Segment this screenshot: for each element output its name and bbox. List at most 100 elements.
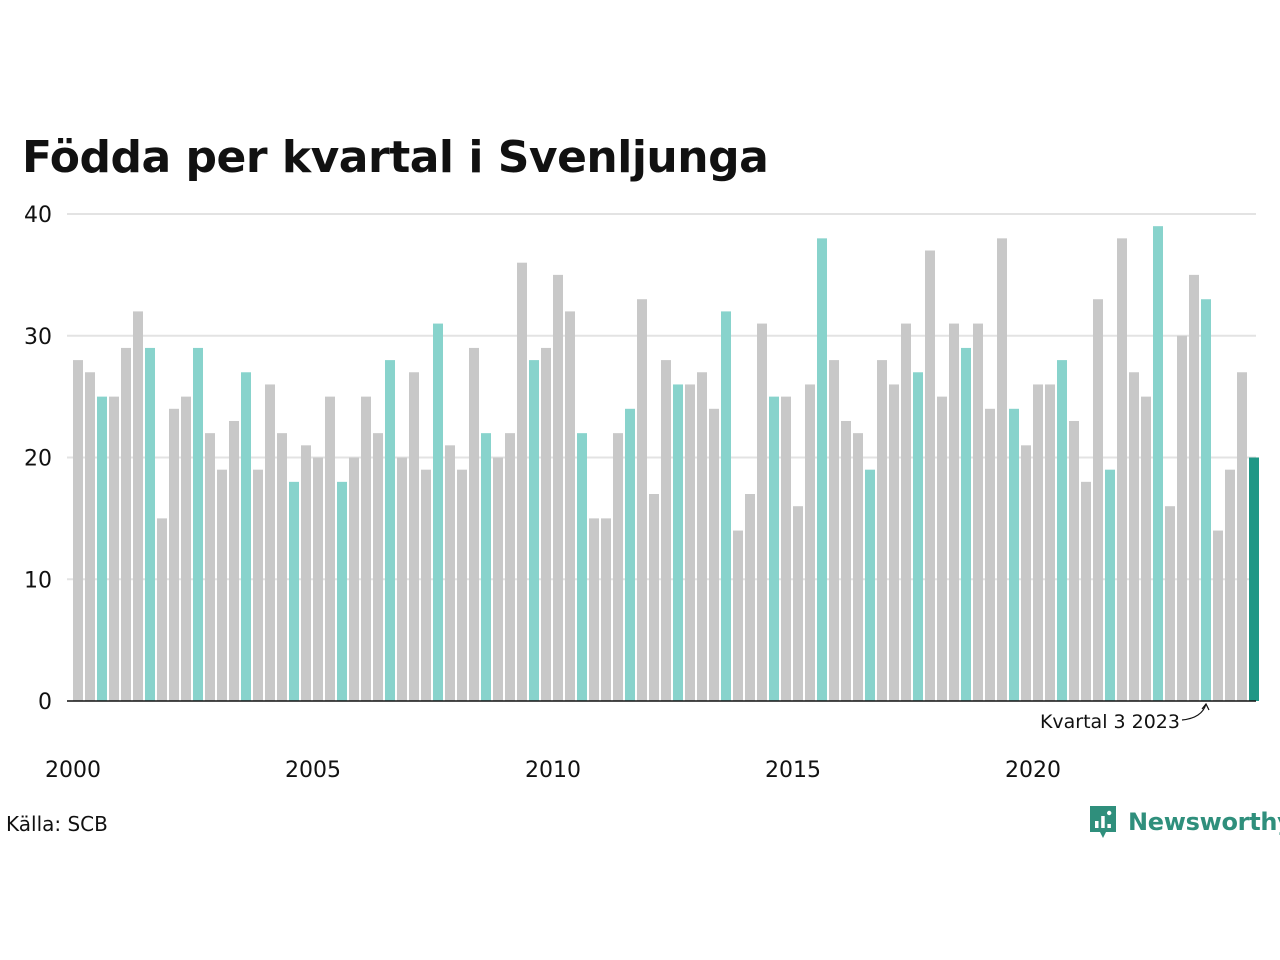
x-tick-label: 2010 <box>525 758 581 783</box>
bar <box>673 384 683 701</box>
bar <box>517 262 527 701</box>
bar <box>1249 457 1259 701</box>
bar <box>1093 299 1103 701</box>
bar <box>973 323 983 701</box>
bar <box>361 396 371 702</box>
bar <box>745 494 755 701</box>
y-tick-label: 40 <box>24 203 52 228</box>
bar <box>85 372 95 701</box>
bar <box>1009 408 1019 701</box>
bar <box>1033 384 1043 701</box>
bar <box>409 372 419 701</box>
bar <box>1117 238 1127 701</box>
annotation: Kvartal 3 2023 <box>1040 702 1210 733</box>
bar <box>241 372 251 701</box>
bar <box>157 518 167 702</box>
bar <box>793 506 803 701</box>
bar <box>529 360 539 701</box>
bar-chart: 0 10 20 30 40 2000 2005 2010 2015 2020 Kvartal 3… <box>24 203 1259 783</box>
source-note: Källa: SCB <box>6 812 108 836</box>
bar <box>661 360 671 701</box>
bar <box>421 469 431 701</box>
bar <box>1201 299 1211 701</box>
x-tick-label: 2000 <box>45 758 101 783</box>
x-tick-label: 2015 <box>765 758 821 783</box>
bar <box>937 396 947 702</box>
x-axis-labels: 2000 2005 2010 2015 2020 <box>45 758 1061 783</box>
bar <box>97 396 107 702</box>
bar <box>457 469 467 701</box>
bar <box>829 360 839 701</box>
bar <box>397 457 407 701</box>
bar <box>913 372 923 701</box>
bar <box>493 457 503 701</box>
newsworthy-logo[interactable]: Newsworthy <box>1088 804 1280 840</box>
bar <box>1045 384 1055 701</box>
logo-text: Newsworthy <box>1128 808 1280 836</box>
bar <box>469 347 479 701</box>
bar <box>73 360 83 701</box>
bar <box>121 347 131 701</box>
bar <box>481 433 491 701</box>
bar <box>193 347 203 701</box>
newsworthy-logo-icon <box>1090 806 1116 838</box>
bar <box>1057 360 1067 701</box>
bar <box>253 469 263 701</box>
bar <box>733 530 743 701</box>
bar <box>877 360 887 701</box>
bar <box>1129 372 1139 701</box>
bar <box>301 445 311 701</box>
bar <box>541 347 551 701</box>
chart-title: Födda per kvartal i Svenljunga <box>22 132 769 183</box>
bar <box>145 347 155 701</box>
bar <box>277 433 287 701</box>
bar <box>697 372 707 701</box>
bar <box>385 360 395 701</box>
bar <box>637 299 647 701</box>
y-tick-label: 10 <box>24 568 52 593</box>
bar <box>1141 396 1151 702</box>
bar <box>709 408 719 701</box>
bar <box>841 420 851 701</box>
annotation-arrow <box>1181 702 1210 721</box>
bar <box>205 433 215 701</box>
y-tick-label: 30 <box>24 325 52 350</box>
bar <box>1105 469 1115 701</box>
bar <box>349 457 359 701</box>
bar <box>1165 506 1175 701</box>
bar <box>109 396 119 702</box>
bar <box>1021 445 1031 701</box>
bar <box>1153 226 1163 701</box>
bar <box>325 396 335 702</box>
bar <box>625 408 635 701</box>
bar <box>949 323 959 701</box>
bar <box>613 433 623 701</box>
y-tick-label: 20 <box>24 447 52 472</box>
bar <box>553 274 563 702</box>
bar <box>757 323 767 701</box>
bar <box>589 518 599 702</box>
bar <box>961 347 971 701</box>
bar <box>337 481 347 701</box>
bar <box>865 469 875 701</box>
bar <box>505 433 515 701</box>
bar <box>181 396 191 702</box>
bar <box>169 408 179 701</box>
bar <box>217 469 227 701</box>
bar <box>817 238 827 701</box>
bar <box>601 518 611 702</box>
bar <box>721 311 731 701</box>
bar <box>265 384 275 701</box>
bar <box>445 445 455 701</box>
bar <box>1189 274 1199 702</box>
y-tick-label: 0 <box>38 690 52 715</box>
bar <box>985 408 995 701</box>
bar <box>685 384 695 701</box>
bar <box>805 384 815 701</box>
bar <box>889 384 899 701</box>
bar <box>313 457 323 701</box>
x-tick-label: 2020 <box>1005 758 1061 783</box>
bar <box>433 323 443 701</box>
bar <box>649 494 659 701</box>
bar <box>1237 372 1247 701</box>
